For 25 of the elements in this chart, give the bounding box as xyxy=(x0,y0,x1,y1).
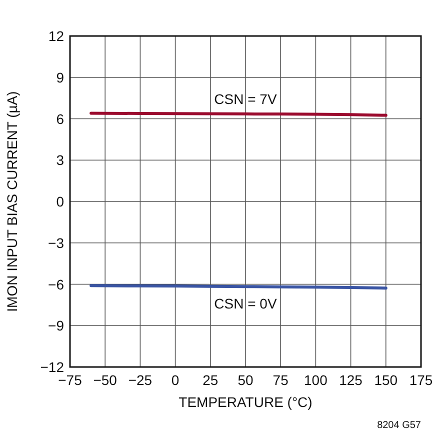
y-tick-label: 0 xyxy=(56,194,64,210)
y-tick-label: −9 xyxy=(48,318,64,334)
x-tick-label: −50 xyxy=(93,372,118,388)
y-tick-label: 9 xyxy=(56,69,64,86)
x-tick-label: −75 xyxy=(58,372,82,388)
x-tick-label: 125 xyxy=(339,372,363,388)
y-tick-label: 6 xyxy=(56,110,64,127)
y-tick-label: −6 xyxy=(48,276,64,292)
y-tick-label: 3 xyxy=(56,152,64,168)
series-label: CSN = 0V xyxy=(214,296,278,312)
x-tick-label: 50 xyxy=(238,372,254,388)
x-tick-label: 175 xyxy=(409,372,433,388)
y-tick-label: −3 xyxy=(48,234,64,251)
text: 8204 G57 xyxy=(377,420,422,431)
y-axis-title: IMON INPUT BIAS CURRENT (µA) xyxy=(4,91,20,312)
x-tick-label: 0 xyxy=(171,372,180,388)
x-tick-label: 100 xyxy=(304,372,328,388)
x-tick-label: 150 xyxy=(374,372,398,388)
x-tick-label: −25 xyxy=(128,372,152,388)
y-tick-label: 12 xyxy=(48,28,64,44)
x-tick-label: 25 xyxy=(202,372,218,388)
y-tick-label: −12 xyxy=(40,359,64,375)
series-label: CSN = 7V xyxy=(214,90,278,107)
x-axis-title: TEMPERATURE (°C) xyxy=(178,394,312,410)
x-tick-label: 75 xyxy=(272,372,289,388)
